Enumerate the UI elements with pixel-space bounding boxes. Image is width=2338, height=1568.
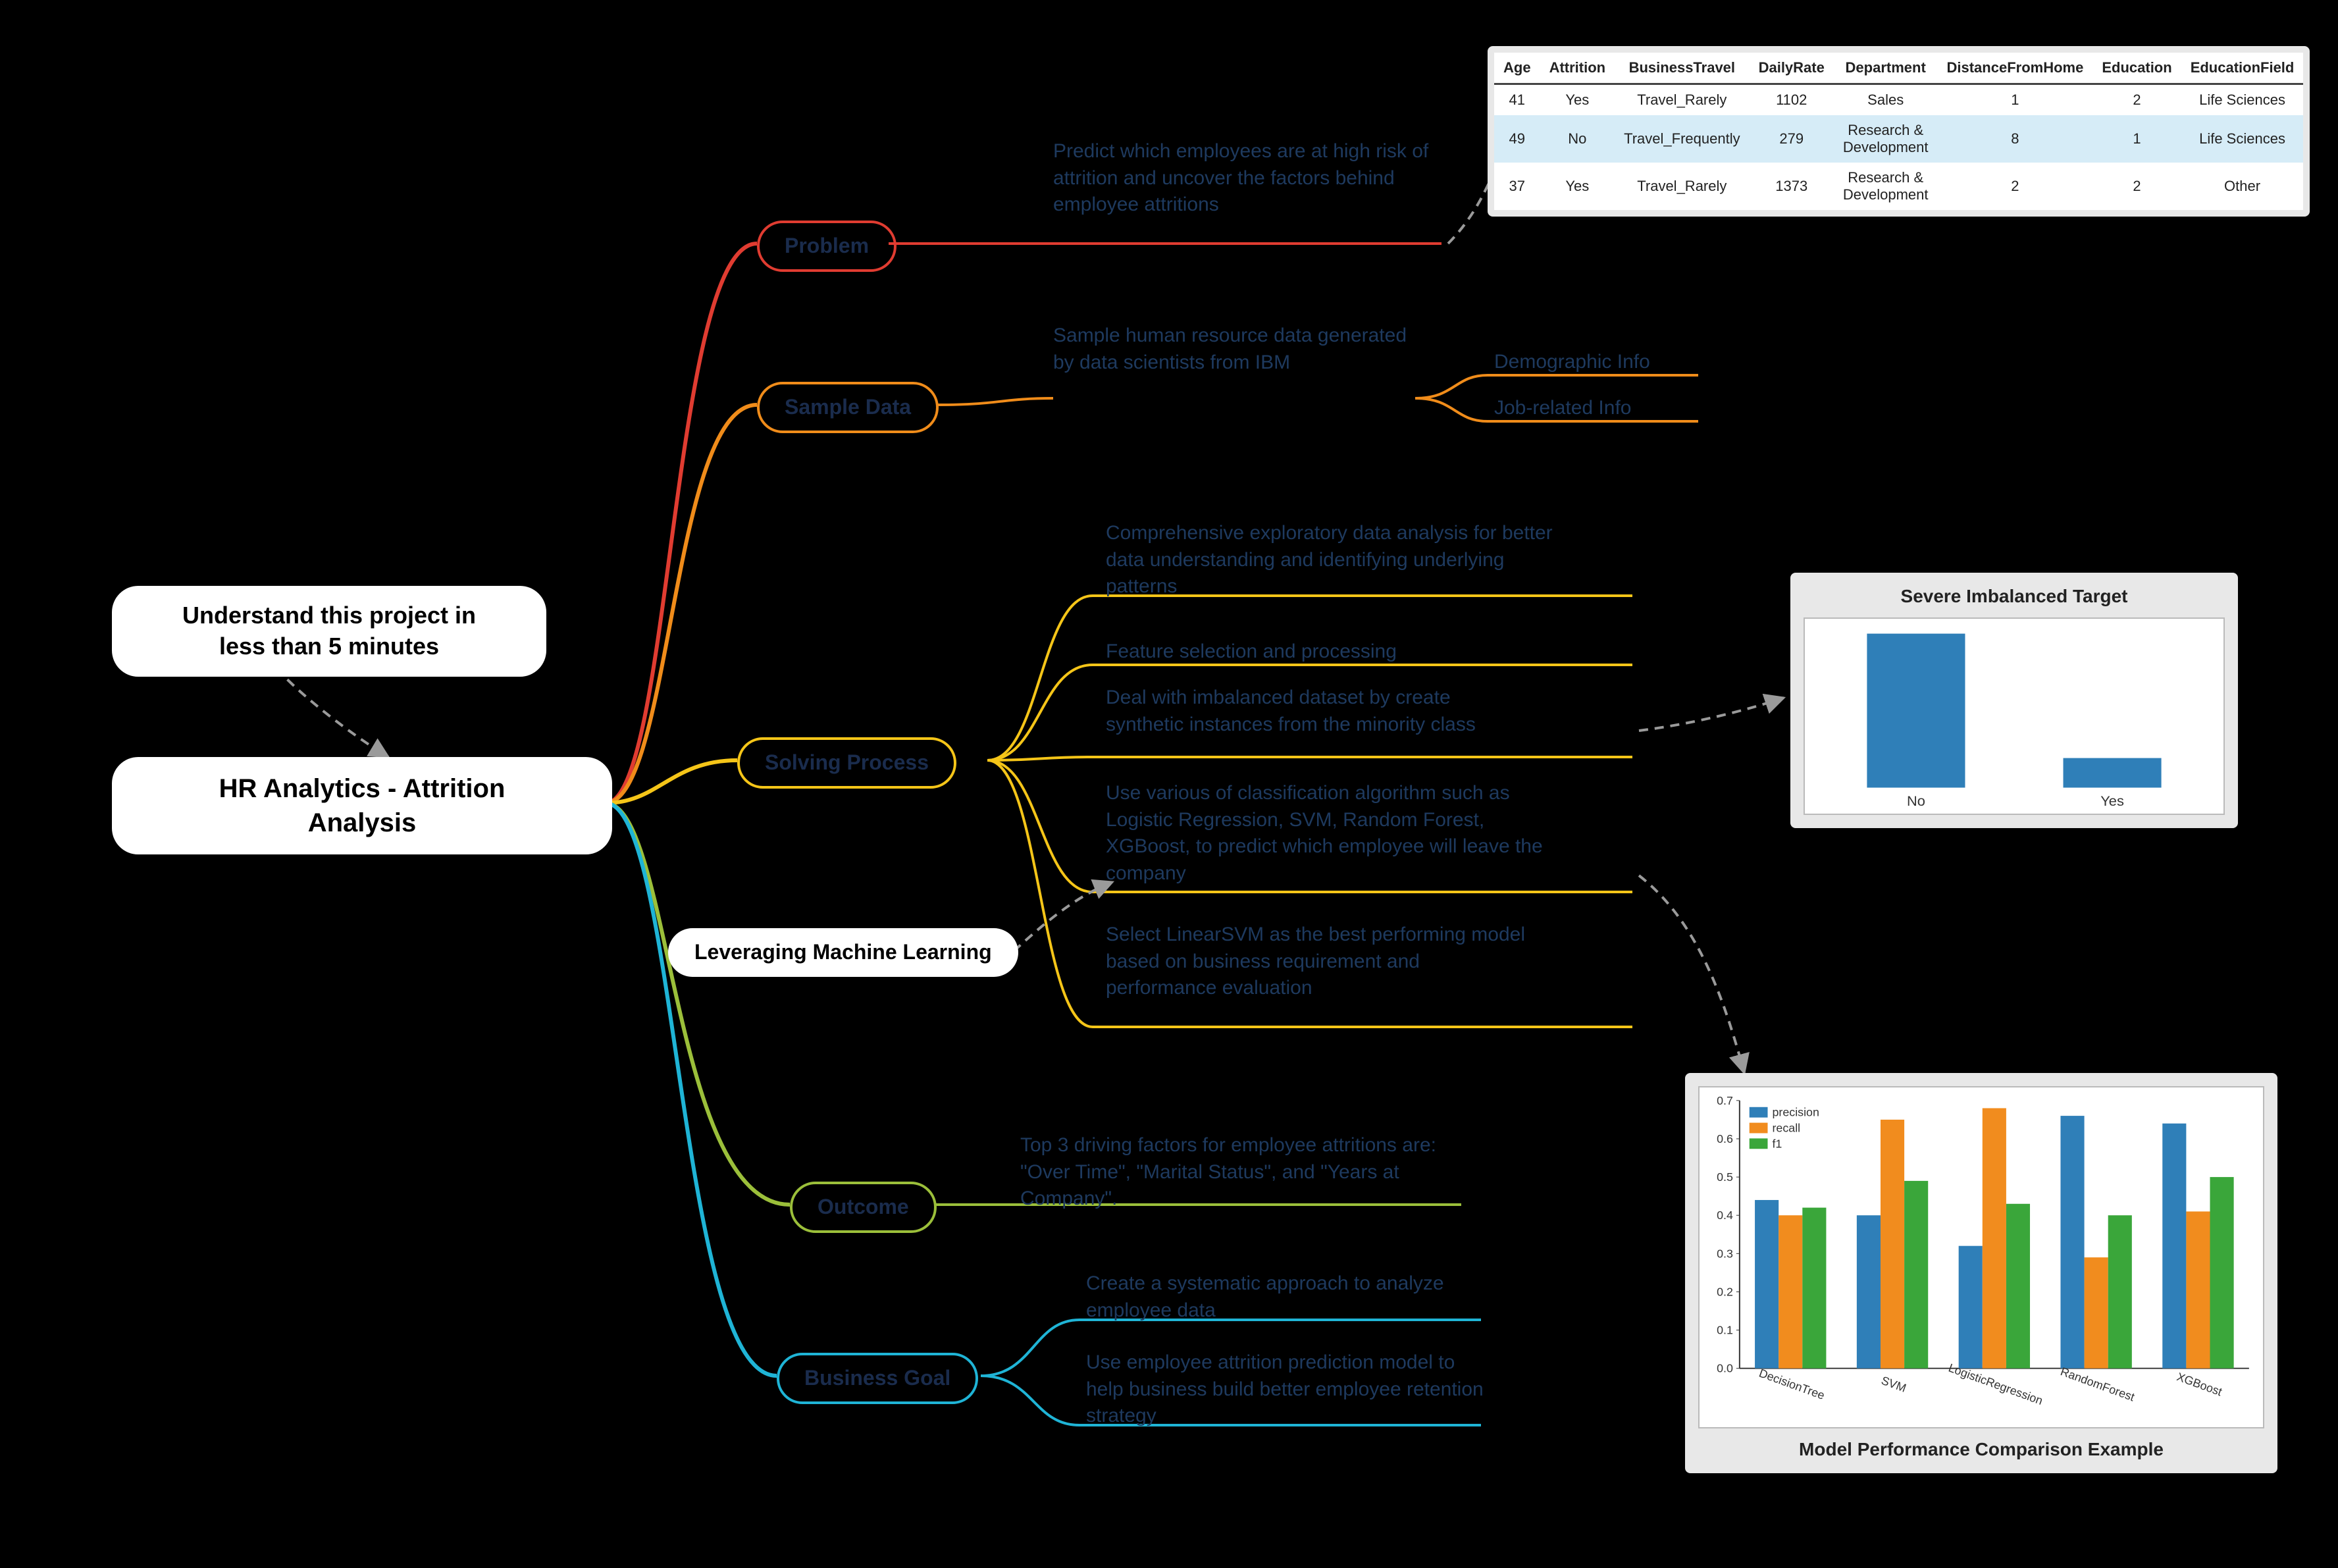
tag-ml-label: Leveraging Machine Learning bbox=[694, 940, 992, 964]
branch-outcome-label: Outcome bbox=[818, 1195, 909, 1218]
svg-text:XGBoost: XGBoost bbox=[2175, 1370, 2223, 1398]
branch-problem-label: Problem bbox=[785, 234, 869, 257]
table-header: DistanceFromHome bbox=[1938, 53, 2093, 84]
branch-sampledata[interactable]: Sample Data bbox=[757, 382, 939, 433]
performance-caption: Model Performance Comparison Example bbox=[1698, 1439, 2264, 1460]
svg-text:0.4: 0.4 bbox=[1717, 1209, 1733, 1222]
leaf-sampledata-0: Sample human resource data generated by … bbox=[1053, 323, 1409, 376]
leaf-business-0: Create a systematic approach to analyze … bbox=[1086, 1270, 1494, 1324]
tag-understand-label: Understand this project inless than 5 mi… bbox=[182, 602, 476, 660]
table-cell: 2 bbox=[2092, 84, 2181, 116]
leaf-solving-1: Feature selection and processing bbox=[1106, 639, 1397, 666]
tag-ml[interactable]: Leveraging Machine Learning bbox=[668, 928, 1018, 977]
table-header: EducationField bbox=[2181, 53, 2304, 84]
table-cell: Life Sciences bbox=[2181, 115, 2304, 163]
table-cell: Travel_Rarely bbox=[1615, 163, 1749, 210]
leaf-solving-0: Comprehensive exploratory data analysis … bbox=[1106, 520, 1580, 600]
table-cell: Research &Development bbox=[1834, 115, 1938, 163]
svg-text:0.6: 0.6 bbox=[1717, 1132, 1733, 1145]
svg-text:0.5: 0.5 bbox=[1717, 1170, 1733, 1184]
leaf-solving-2: Deal with imbalanced dataset by create s… bbox=[1106, 685, 1527, 738]
table-cell: Sales bbox=[1834, 84, 1938, 116]
callout-sample-table: AgeAttritionBusinessTravelDailyRateDepar… bbox=[1488, 46, 2310, 217]
table-cell: Life Sciences bbox=[2181, 84, 2304, 116]
root-node[interactable]: HR Analytics - AttritionAnalysis bbox=[112, 757, 612, 854]
tag-understand[interactable]: Understand this project inless than 5 mi… bbox=[112, 586, 546, 677]
svg-text:Yes: Yes bbox=[2100, 793, 2124, 809]
table-cell: 1373 bbox=[1750, 163, 1834, 210]
leaf-sampledata-sub1: Job-related Info bbox=[1494, 395, 1631, 422]
leaf-solving-3: Use various of classification algorithm … bbox=[1106, 780, 1553, 887]
table-header: Education bbox=[2092, 53, 2181, 84]
branch-solving-label: Solving Process bbox=[765, 750, 929, 774]
table-row: 37YesTravel_Rarely1373Research &Developm… bbox=[1494, 163, 2303, 210]
performance-chart: 0.00.10.20.30.40.50.60.7DecisionTreeSVML… bbox=[1698, 1086, 2264, 1428]
branch-sampledata-label: Sample Data bbox=[785, 395, 911, 419]
table-cell: 41 bbox=[1494, 84, 1540, 116]
table-row: 41YesTravel_Rarely1102Sales12Life Scienc… bbox=[1494, 84, 2303, 116]
table-cell: Yes bbox=[1540, 163, 1615, 210]
table-cell: 49 bbox=[1494, 115, 1540, 163]
table-cell: 279 bbox=[1750, 115, 1834, 163]
table-header: Department bbox=[1834, 53, 1938, 84]
svg-text:0.7: 0.7 bbox=[1717, 1094, 1733, 1107]
svg-text:recall: recall bbox=[1772, 1121, 1800, 1134]
table-cell: Travel_Rarely bbox=[1615, 84, 1749, 116]
branch-solving[interactable]: Solving Process bbox=[737, 737, 956, 789]
branch-business-label: Business Goal bbox=[804, 1366, 950, 1390]
table-cell: Research &Development bbox=[1834, 163, 1938, 210]
svg-text:0.2: 0.2 bbox=[1717, 1285, 1733, 1298]
callout-imbalance: Severe Imbalanced Target No Yes bbox=[1790, 573, 2238, 828]
table-cell: 1 bbox=[2092, 115, 2181, 163]
table-cell: 8 bbox=[1938, 115, 2093, 163]
branch-outcome[interactable]: Outcome bbox=[790, 1182, 937, 1233]
table-cell: 37 bbox=[1494, 163, 1540, 210]
table-cell: 1 bbox=[1938, 84, 2093, 116]
svg-text:No: No bbox=[1907, 793, 1925, 809]
imbalance-chart: No Yes bbox=[1804, 617, 2225, 815]
leaf-solving-4: Select LinearSVM as the best performing … bbox=[1106, 922, 1527, 1002]
callout-performance: 0.00.10.20.30.40.50.60.7DecisionTreeSVML… bbox=[1685, 1073, 2277, 1473]
table-header: Age bbox=[1494, 53, 1540, 84]
table-cell: Yes bbox=[1540, 84, 1615, 116]
table-header: BusinessTravel bbox=[1615, 53, 1749, 84]
svg-text:precision: precision bbox=[1772, 1106, 1819, 1119]
table-row: 49NoTravel_Frequently279Research &Develo… bbox=[1494, 115, 2303, 163]
table-cell: 1102 bbox=[1750, 84, 1834, 116]
leaf-problem-0: Predict which employees are at high risk… bbox=[1053, 138, 1461, 219]
svg-text:f1: f1 bbox=[1772, 1137, 1782, 1150]
leaf-sampledata-sub0: Demographic Info bbox=[1494, 349, 1650, 376]
leaf-business-1: Use employee attrition prediction model … bbox=[1086, 1349, 1494, 1430]
table-header: Attrition bbox=[1540, 53, 1615, 84]
sample-table: AgeAttritionBusinessTravelDailyRateDepar… bbox=[1494, 53, 2303, 210]
table-header: DailyRate bbox=[1750, 53, 1834, 84]
root-title: HR Analytics - AttritionAnalysis bbox=[219, 774, 506, 837]
table-cell: 2 bbox=[1938, 163, 2093, 210]
table-cell: No bbox=[1540, 115, 1615, 163]
svg-text:0.1: 0.1 bbox=[1717, 1324, 1733, 1337]
branch-problem[interactable]: Problem bbox=[757, 221, 896, 272]
svg-text:0.0: 0.0 bbox=[1717, 1362, 1733, 1375]
svg-text:SVM: SVM bbox=[1879, 1374, 1908, 1395]
table-cell: 2 bbox=[2092, 163, 2181, 210]
svg-text:DecisionTree: DecisionTree bbox=[1757, 1367, 1827, 1403]
table-cell: Travel_Frequently bbox=[1615, 115, 1749, 163]
leaf-outcome-0: Top 3 driving factors for employee attri… bbox=[1020, 1132, 1468, 1213]
svg-text:RandomForest: RandomForest bbox=[2059, 1365, 2137, 1403]
svg-text:0.3: 0.3 bbox=[1717, 1247, 1733, 1260]
table-cell: Other bbox=[2181, 163, 2304, 210]
imbalance-title: Severe Imbalanced Target bbox=[1804, 586, 2225, 607]
branch-business[interactable]: Business Goal bbox=[777, 1353, 978, 1404]
